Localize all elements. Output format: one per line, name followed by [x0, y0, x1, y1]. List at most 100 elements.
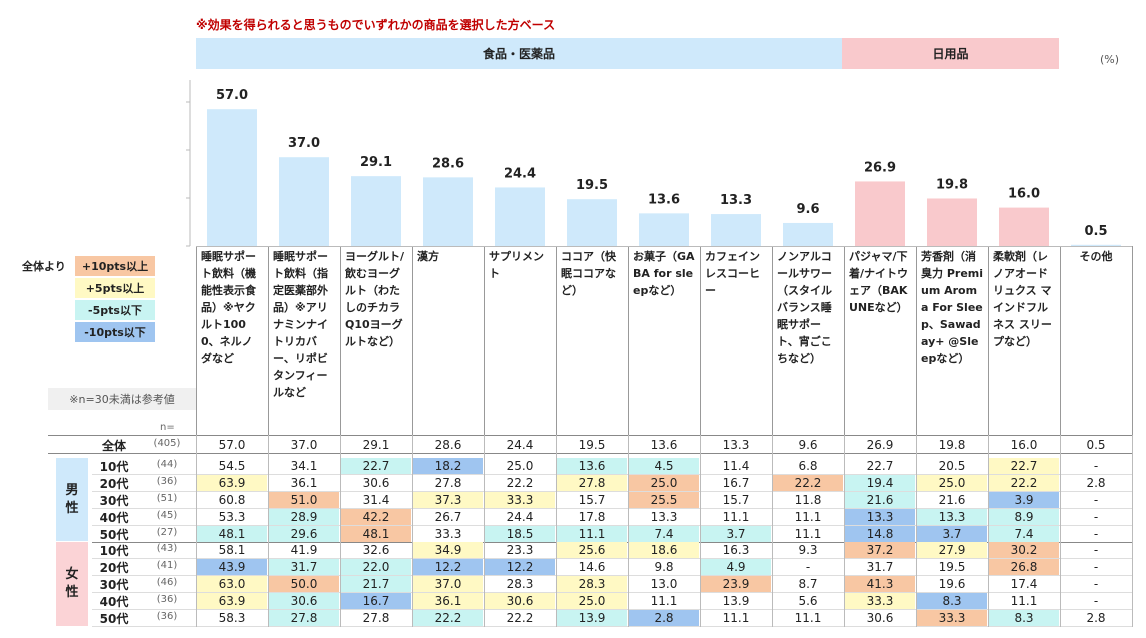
row-separator	[92, 524, 1132, 526]
legend-heading: 全体より	[22, 260, 66, 273]
table-cell: 11.8	[794, 492, 822, 507]
column-divider	[412, 246, 413, 435]
table-cell: 14.8	[845, 525, 915, 542]
table-cell: 28.3	[557, 576, 627, 593]
table-column-divider	[1060, 435, 1061, 627]
bar-label-0: 57.0	[216, 88, 248, 103]
table-cell: 6.8	[798, 458, 818, 473]
table-cell: 12.2	[413, 559, 483, 576]
row-separator	[92, 507, 1132, 509]
category-label-12: その他	[1079, 250, 1113, 263]
bar-label-2: 29.1	[360, 155, 392, 170]
table-column-divider	[844, 435, 845, 627]
bar-label-6: 13.6	[648, 192, 680, 207]
table-cell: 2.8	[629, 610, 699, 626]
table-cell: 9.3	[798, 543, 818, 558]
table-cell: 20.5	[938, 458, 966, 473]
category-label-8: ノンアルコールサワー（スタイルバランス睡眠サポート、宵ごこちなど）	[777, 250, 832, 365]
table-cell: 16.7	[722, 475, 750, 490]
table-column-divider	[556, 435, 557, 627]
table-cell: 4.9	[701, 559, 771, 576]
row-n: (36)	[156, 611, 178, 622]
table-cell: 8.9	[989, 508, 1059, 525]
table-cell: 63.9	[197, 593, 267, 610]
table-cell: 22.7	[341, 457, 411, 474]
table-cell: 29.6	[269, 525, 339, 542]
row-n: (51)	[156, 492, 178, 504]
column-divider	[268, 246, 269, 435]
row-separator	[92, 609, 1132, 611]
table-cell: 31.4	[362, 492, 390, 507]
table-cell: 27.8	[362, 611, 390, 625]
table-cell: 30.2	[989, 542, 1059, 559]
table-cell: 0.5	[1086, 438, 1106, 452]
table-column-divider	[268, 435, 269, 627]
table-cell: 28.9	[269, 508, 339, 525]
column-divider	[1132, 246, 1133, 435]
table-cell: 36.1	[290, 475, 318, 490]
row-n: (36)	[156, 594, 178, 606]
row-n: (41)	[156, 560, 178, 572]
table-cell: 22.2	[989, 474, 1059, 491]
table-cell: 33.3	[845, 593, 915, 610]
bar-label-12: 0.5	[1084, 224, 1107, 239]
table-column-divider	[412, 435, 413, 627]
table-cell: 11.1	[722, 509, 750, 524]
table-cell: 13.6	[650, 438, 678, 452]
category-label-6: お菓子（GABA for sleepなど）	[633, 250, 695, 297]
table-cell: 25.6	[557, 542, 627, 559]
bar-4	[495, 187, 545, 246]
table-cell: 11.1	[557, 525, 627, 542]
table-cell: 15.7	[722, 492, 750, 507]
table-cell: 23.9	[701, 576, 771, 593]
table-cell: 2.8	[1086, 475, 1106, 490]
table-cell: 27.8	[557, 474, 627, 491]
row-label: 50代	[99, 527, 129, 542]
table-cell: -	[1093, 492, 1099, 507]
table-cell: 30.6	[866, 611, 894, 625]
table-cell: 63.9	[197, 474, 267, 491]
table-cell: 23.3	[506, 543, 534, 558]
table-cell: 11.4	[722, 458, 750, 473]
row-n: (27)	[156, 526, 178, 538]
table-cell: 22.7	[866, 458, 894, 473]
table-cell: 42.2	[341, 508, 411, 525]
table-cell: 26.9	[866, 438, 894, 452]
bar-0	[207, 109, 257, 246]
legend-minus5: -5pts以下	[75, 300, 155, 320]
table-cell: 13.9	[557, 610, 627, 626]
table-cell: -	[1093, 594, 1099, 609]
category-label-0: 睡眠サポート飲料（機能性表示食品）※ヤクルト1000、ネルノダなど	[201, 250, 256, 365]
category-label-2: ヨーグルト/飲むヨーグルト（わたしのチカラQ10ヨーグルトなど）	[345, 250, 405, 348]
table-cell: 18.2	[413, 457, 483, 474]
table-cell: 17.4	[1010, 577, 1038, 592]
row-n: (43)	[156, 543, 178, 555]
table-cell: 57.0	[218, 438, 246, 452]
bar-label-9: 26.9	[864, 160, 896, 175]
legend-minus10: -10pts以下	[75, 322, 155, 342]
column-divider	[988, 246, 989, 435]
row-separator	[92, 473, 1132, 475]
row-n: (46)	[156, 577, 178, 589]
table-cell: -	[1093, 526, 1099, 541]
row-separator	[92, 541, 1132, 543]
table-cell: 11.1	[722, 611, 750, 625]
category-label-9: パジャマ/下着/ナイトウェア（BAKUNEなど）	[849, 250, 909, 314]
table-cell: 60.8	[218, 492, 246, 507]
column-divider	[772, 246, 773, 435]
bar-8	[783, 222, 833, 246]
column-divider	[556, 246, 557, 435]
table-cell: 25.0	[506, 458, 534, 473]
bar-12	[1071, 244, 1121, 246]
table-cell: 27.9	[917, 542, 987, 559]
table-cell: 3.7	[701, 525, 771, 542]
bar-11	[999, 207, 1049, 246]
table-cell: 11.1	[794, 509, 822, 524]
table-cell: 12.2	[485, 559, 555, 576]
group-female: 女 性	[56, 542, 88, 626]
table-cell: 30.6	[269, 593, 339, 610]
table-cell: 34.9	[413, 542, 483, 559]
table-cell: 15.7	[578, 492, 606, 507]
table-cell: 16.7	[341, 593, 411, 610]
column-divider	[340, 246, 341, 435]
